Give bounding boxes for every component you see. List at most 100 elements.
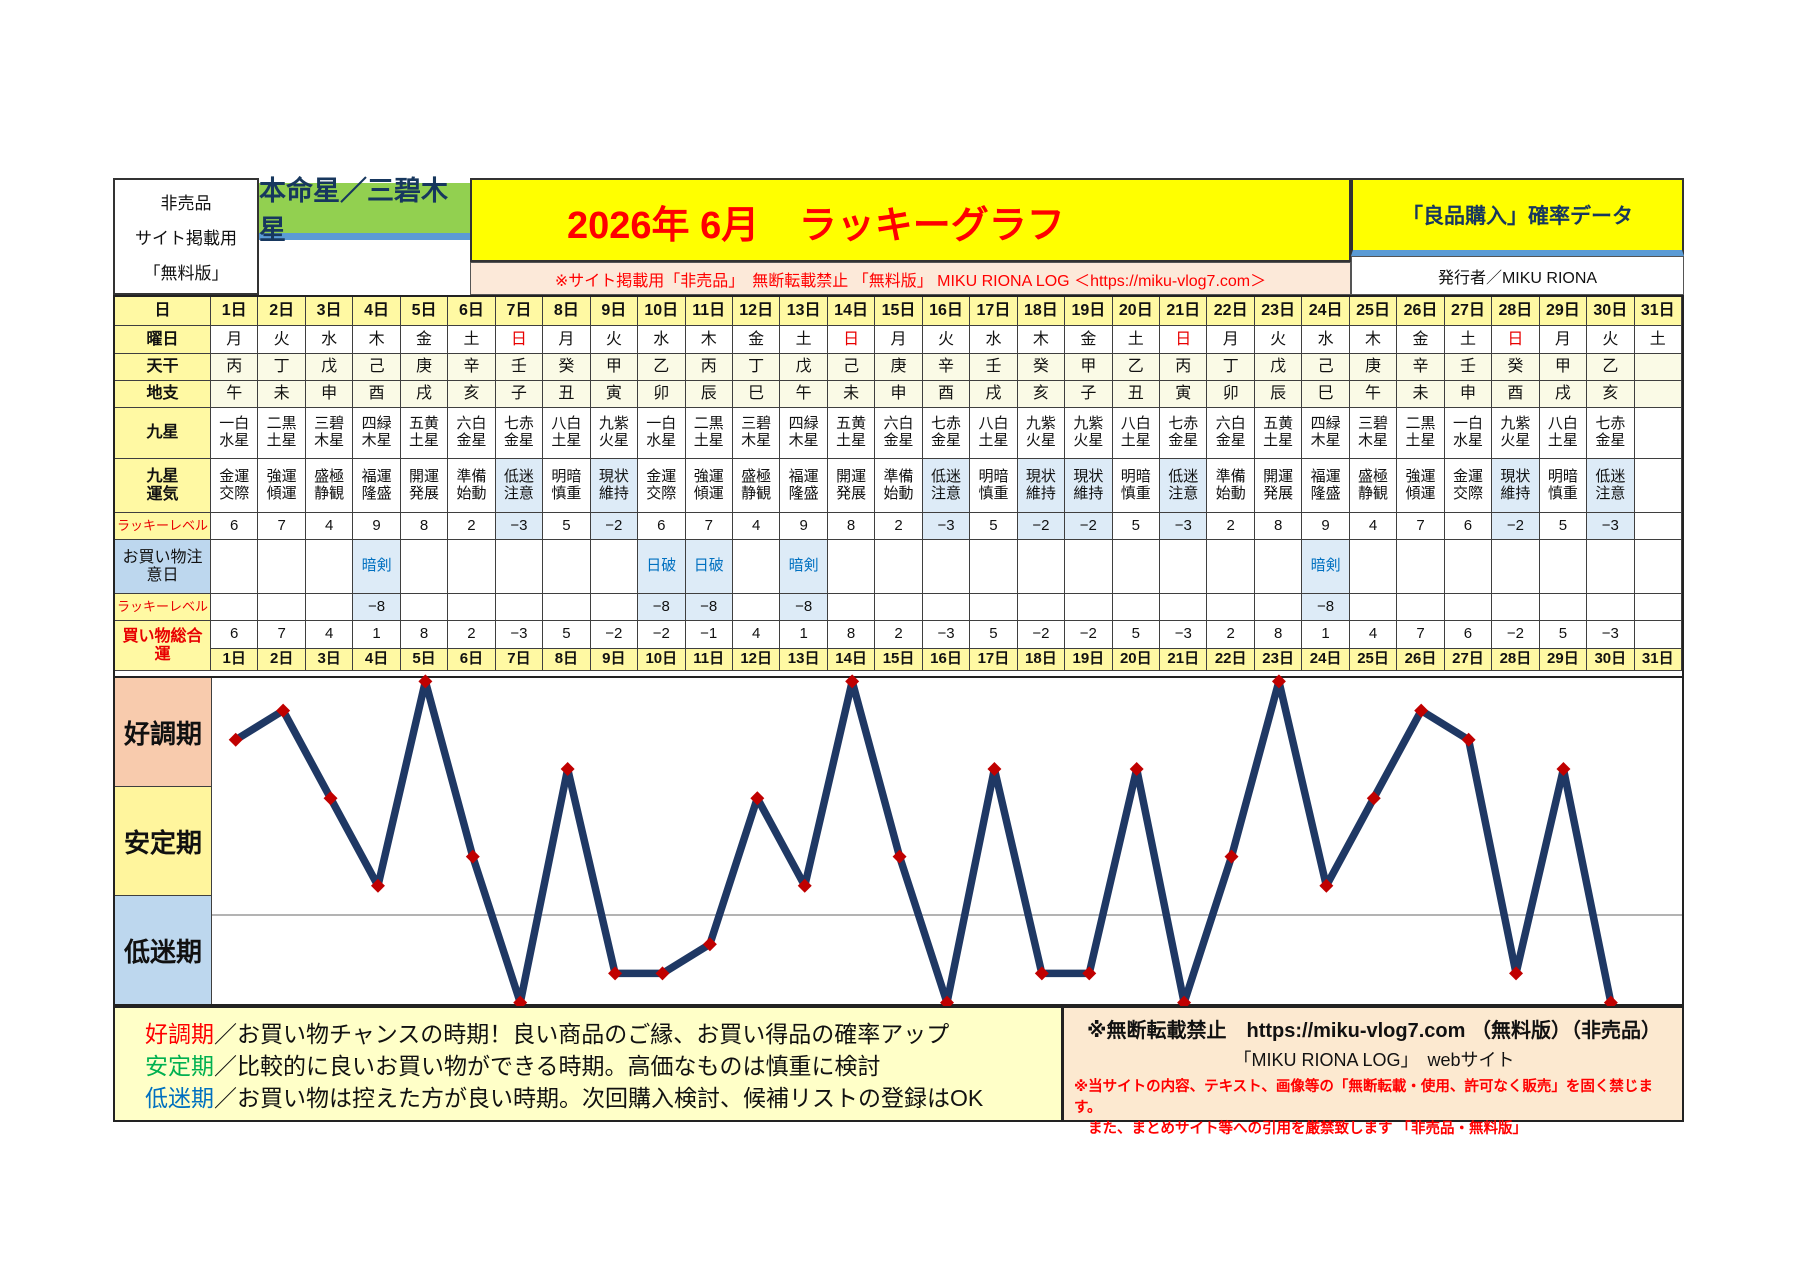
chishi-cell: 午 [1349, 381, 1398, 408]
tenkan-cell: 乙 [1112, 354, 1161, 381]
weekday-cell: 水 [970, 326, 1018, 354]
kyusei-cell: 七赤 金星 [495, 408, 544, 459]
tenkan-cell: 己 [827, 354, 876, 381]
caution-cell [400, 540, 449, 594]
caution-level-cell: −8 [353, 594, 401, 621]
caution-cell [970, 540, 1018, 594]
day-footer-cell: 5日 [400, 649, 449, 671]
chishi-cell: 戌 [400, 381, 449, 408]
caution-cell [1539, 540, 1588, 594]
total-luck-cell: 5 [970, 621, 1018, 649]
lucky-level-cell: −3 [495, 513, 544, 540]
caution-level-cell [543, 594, 591, 621]
total-luck-cell: 1 [780, 621, 828, 649]
row-label-tenkan: 天干 [115, 354, 211, 381]
band-label-antei: 安定期 [115, 787, 211, 896]
unki-cell: 金運 交際 [638, 459, 686, 513]
lucky-level-cell: −3 [1160, 513, 1208, 540]
legend-desc: ／お買い物は控えた方が良い時期。次回購入検討、候補リストの登録はOK [214, 1085, 984, 1111]
tenkan-cell: 庚 [400, 354, 449, 381]
line-chart-svg [212, 674, 1682, 1010]
caution-level-cell [305, 594, 354, 621]
weekday-cell: 土 [448, 326, 496, 354]
kyusei-cell: 二黒 土星 [685, 408, 733, 459]
unki-cell: 明暗 慎重 [1112, 459, 1161, 513]
lucky-level-cell: 6 [211, 513, 259, 540]
caution-level-cell [1349, 594, 1398, 621]
data-point-marker [1082, 966, 1097, 981]
page-title: ラッキーグラフ [798, 205, 1065, 247]
lucky-level-cell: 9 [353, 513, 401, 540]
legend-line: 安定期／比較的に良いお買い物ができる時期。高価なものは慎重に検討 [145, 1050, 1061, 1082]
lucky-level-cell: 9 [780, 513, 828, 540]
unki-cell: 金運 交際 [1444, 459, 1493, 513]
caution-level-cell: −8 [780, 594, 828, 621]
lucky-level-cell: 4 [1349, 513, 1398, 540]
total-luck-cell: −2 [1492, 621, 1540, 649]
caution-cell [1254, 540, 1303, 594]
weekday-cell: 月 [1539, 326, 1588, 354]
chishi-cell [1634, 381, 1682, 408]
day-header-cell: 18日 [1017, 297, 1066, 326]
data-point-marker [797, 878, 812, 893]
day-footer-cell: 20日 [1112, 649, 1161, 671]
kyusei-cell: 四緑 木星 [780, 408, 828, 459]
tenkan-cell: 丙 [685, 354, 733, 381]
day-header-cell: 7日 [495, 297, 544, 326]
data-point-marker [892, 849, 907, 864]
tenkan-cell: 甲 [1065, 354, 1113, 381]
chishi-cell: 辰 [1254, 381, 1303, 408]
chishi-cell: 申 [305, 381, 354, 408]
kyusei-cell: 五黄 土星 [1254, 408, 1303, 459]
unki-cell: 低迷 注意 [1160, 459, 1208, 513]
unki-cell: 金運 交際 [211, 459, 259, 513]
weekday-cell: 金 [1397, 326, 1445, 354]
tenkan-cell: 丙 [211, 354, 259, 381]
unki-cell: 強運 傾運 [1397, 459, 1445, 513]
copyright-line3: ※当サイトの内容、テキスト、画像等の「無断転載・使用、許可なく販売」を固く禁じま… [1074, 1079, 1653, 1116]
lucky-level-cell: 5 [1112, 513, 1161, 540]
probability-data-badge: 「良品購入」確率データ [1351, 178, 1684, 256]
site-notice: ※サイト掲載用「非売品」 無断転載禁止 「無料版」 MIKU RIONA LOG… [470, 262, 1351, 295]
lucky-level-cell: 4 [732, 513, 781, 540]
total-luck-cell: 1 [1302, 621, 1350, 649]
tenkan-cell: 丁 [1207, 354, 1255, 381]
kyusei-cell: 一白 水星 [1444, 408, 1493, 459]
weekday-cell: 日 [827, 326, 876, 354]
chishi-cell: 丑 [543, 381, 591, 408]
kyusei-cell: 三碧 木星 [1349, 408, 1398, 459]
weekday-cell: 日 [1492, 326, 1540, 354]
lucky-level-cell: 8 [1254, 513, 1303, 540]
caution-cell [1397, 540, 1445, 594]
day-header-cell: 14日 [827, 297, 876, 326]
kyusei-cell: 八白 土星 [1539, 408, 1588, 459]
caution-cell [1160, 540, 1208, 594]
weekday-cell: 月 [543, 326, 591, 354]
day-footer-cell: 1日 [211, 649, 259, 671]
lucky-level-cell: 5 [1539, 513, 1588, 540]
chishi-cell: 未 [1397, 381, 1445, 408]
day-header-cell: 6日 [448, 297, 496, 326]
total-luck-cell: −2 [638, 621, 686, 649]
day-footer-cell: 4日 [353, 649, 401, 671]
data-point-marker [702, 937, 717, 952]
weekday-cell: 火 [258, 326, 306, 354]
total-luck-cell: 2 [448, 621, 496, 649]
caution-cell: 暗剣 [780, 540, 828, 594]
legend-term: 低迷期 [145, 1085, 214, 1111]
unki-cell: 現状 維持 [1492, 459, 1540, 513]
tenkan-cell: 壬 [1444, 354, 1493, 381]
day-header-cell: 10日 [638, 297, 686, 326]
caution-level-cell [922, 594, 971, 621]
caution-cell [1492, 540, 1540, 594]
day-footer-cell: 27日 [1444, 649, 1493, 671]
tenkan-cell: 壬 [970, 354, 1018, 381]
weekday-cell: 金 [400, 326, 449, 354]
unki-cell: 福運 隆盛 [780, 459, 828, 513]
weekday-cell: 水 [1302, 326, 1350, 354]
day-header-cell: 16日 [922, 297, 971, 326]
caution-cell [1587, 540, 1635, 594]
row-label-weekday: 曜日 [115, 326, 211, 354]
data-point-marker [1366, 791, 1381, 806]
weekday-cell: 火 [590, 326, 639, 354]
